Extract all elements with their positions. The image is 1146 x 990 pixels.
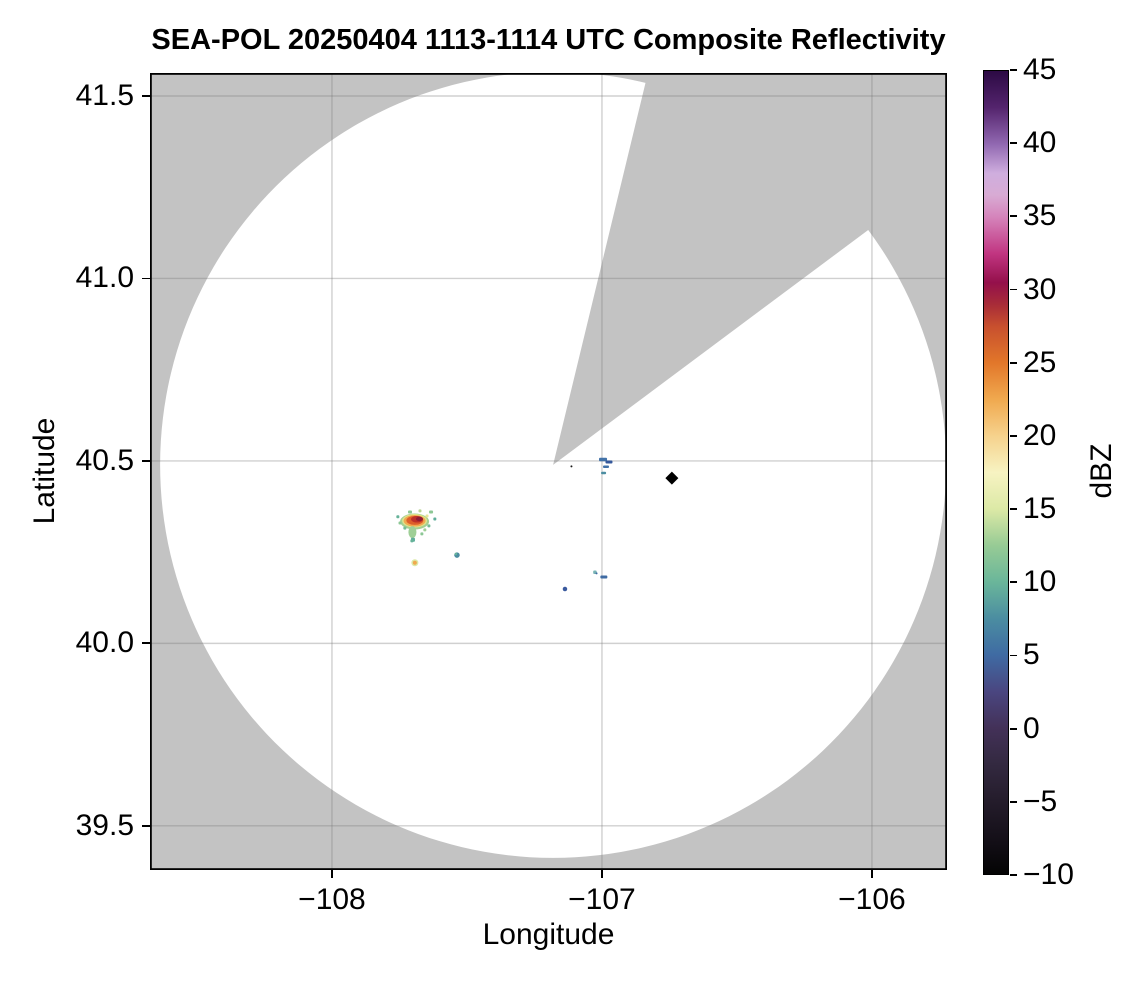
x-tick-mark (871, 870, 873, 878)
colorbar-tick-mark (1010, 654, 1017, 657)
site-marker-diamond (665, 471, 679, 485)
colorbar-tick-mark (1010, 215, 1017, 218)
colorbar-tick-label: 15 (1023, 492, 1057, 526)
colorbar-tick-mark (1010, 800, 1017, 803)
y-tick-label: 40.5 (75, 443, 134, 477)
reflectivity-echo (562, 586, 568, 592)
y-tick-mark (142, 460, 150, 462)
radar-plot (150, 73, 947, 870)
reflectivity-echo (454, 552, 458, 556)
y-tick-mark (142, 824, 150, 827)
colorbar-tick-mark (1010, 874, 1017, 876)
reflectivity-echo (605, 460, 613, 464)
reflectivity-echo (403, 526, 407, 530)
x-axis-label: Longitude (482, 918, 615, 951)
colorbar-tick-label: 30 (1023, 272, 1057, 306)
x-tick-mark (601, 870, 603, 878)
x-tick-label: −106 (838, 883, 906, 916)
reflectivity-echo (407, 510, 412, 514)
colorbar-tick-label: 10 (1023, 565, 1057, 599)
reflectivity-echo (433, 517, 437, 521)
y-tick-mark (142, 642, 150, 645)
colorbar-tick-mark (1010, 727, 1017, 730)
y-tick-mark (142, 277, 150, 280)
colorbar (983, 70, 1009, 875)
reflectivity-echo (570, 465, 573, 468)
colorbar-tick-label: −10 (1023, 858, 1074, 891)
y-tick-label: 39.5 (75, 808, 134, 842)
reflectivity-echo (603, 465, 610, 469)
colorbar-tick-mark (1010, 361, 1017, 364)
reflectivity-echo (398, 521, 402, 525)
radar-coverage-area (160, 73, 947, 858)
reflectivity-echo (599, 457, 608, 462)
reflectivity-echo (601, 471, 607, 475)
x-tick-mark (331, 870, 333, 878)
colorbar-tick-label: 5 (1023, 638, 1040, 672)
colorbar-tick-label: 25 (1023, 345, 1057, 379)
colorbar-tick-mark (1010, 508, 1017, 510)
x-tick-label: −108 (298, 883, 366, 916)
colorbar-tick-mark (1010, 69, 1017, 71)
colorbar-tick-label: −5 (1023, 784, 1058, 818)
y-tick-mark (142, 95, 150, 97)
colorbar-tick-label: 40 (1023, 126, 1057, 160)
reflectivity-echo (420, 532, 424, 536)
colorbar-tick-label: 20 (1023, 418, 1057, 452)
reflectivity-echo (427, 524, 431, 528)
colorbar-tick-label: 35 (1023, 199, 1057, 233)
reflectivity-echo (429, 510, 434, 514)
chart-title: SEA-POL 20250404 1113-1114 UTC Composite… (151, 24, 946, 56)
colorbar-tick-mark (1010, 288, 1017, 291)
reflectivity-echo (412, 560, 417, 565)
colorbar-tick-mark (1010, 581, 1017, 584)
y-tick-label: 41.5 (75, 78, 134, 112)
reflectivity-echo (425, 514, 429, 518)
reflectivity-echo (595, 572, 598, 575)
colorbar-tick-mark (1010, 142, 1017, 145)
y-tick-label: 40.0 (75, 626, 134, 660)
reflectivity-echo (423, 528, 427, 532)
reflectivity-echo (600, 575, 608, 579)
colorbar-tick-label: 0 (1023, 711, 1040, 745)
colorbar-tick-label: 45 (1023, 53, 1057, 86)
reflectivity-echo (410, 539, 414, 543)
reflectivity-echo (408, 526, 417, 539)
reflectivity-echo (418, 509, 422, 513)
reflectivity-echo (396, 515, 400, 519)
reflectivity-echo (415, 516, 423, 522)
colorbar-tick-mark (1010, 435, 1017, 437)
x-tick-label: −107 (568, 883, 636, 916)
axes-border (150, 73, 947, 870)
y-tick-label: 41.0 (75, 261, 134, 295)
